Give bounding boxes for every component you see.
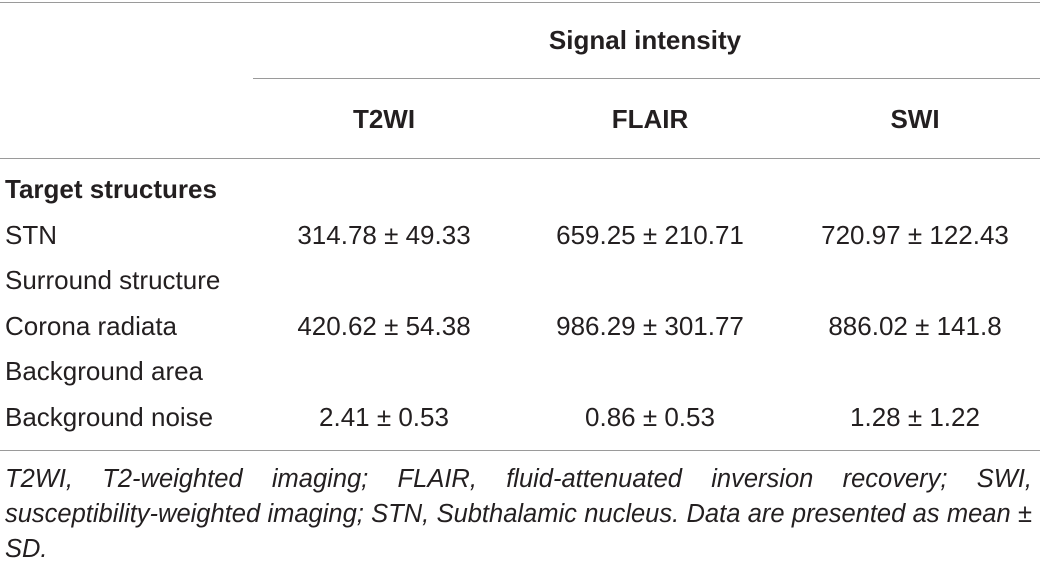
column-header: FLAIR bbox=[611, 104, 689, 134]
row-label: Target structures bbox=[5, 174, 217, 204]
footnote: T2WI, T2-weighted imaging; FLAIR, fluid-… bbox=[5, 465, 1032, 563]
cell: 886.02 ± 141.8 bbox=[828, 310, 1002, 341]
cell: 314.78 ± 49.33 bbox=[297, 219, 471, 250]
cell: 2.41 ± 0.53 bbox=[319, 402, 449, 432]
column-header: T2WI bbox=[352, 104, 416, 134]
cell: 1.28 ± 1.22 bbox=[850, 402, 980, 432]
row-label: Background noise bbox=[5, 402, 214, 432]
top-rule bbox=[0, 2, 1040, 3]
cell: 0.86 ± 0.53 bbox=[585, 402, 715, 432]
cell: 659.25 ± 210.71 bbox=[556, 219, 744, 250]
row-label: Background area bbox=[5, 356, 204, 387]
row-label: Corona radiata bbox=[5, 310, 177, 341]
cell: 986.29 ± 301.77 bbox=[556, 310, 744, 341]
group-header: Signal intensity bbox=[548, 25, 742, 55]
cell: 420.62 ± 54.38 bbox=[297, 310, 471, 341]
row-label: STN bbox=[5, 219, 57, 250]
row-label: Surround structure bbox=[5, 265, 221, 296]
group-rule bbox=[253, 78, 1040, 79]
bottom-rule bbox=[0, 450, 1040, 451]
column-header: SWI bbox=[890, 104, 940, 134]
header-rule bbox=[0, 158, 1040, 159]
cell: 720.97 ± 122.43 bbox=[821, 219, 1009, 250]
